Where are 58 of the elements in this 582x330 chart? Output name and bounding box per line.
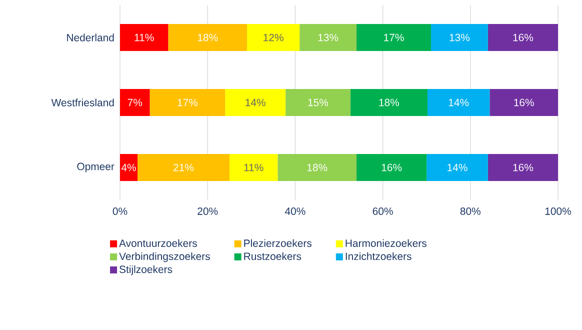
bar [150, 88, 226, 116]
data-label: 11% [244, 164, 264, 172]
legend-label: Stijlzoekers [120, 265, 172, 276]
data-label: 4% [121, 164, 136, 172]
bar [120, 154, 138, 181]
bar [356, 24, 431, 51]
legend-label: Harmoniezoekers [346, 239, 426, 247]
bar [300, 24, 357, 51]
data-label: 15% [308, 98, 328, 106]
bar [138, 154, 230, 181]
bar [230, 154, 278, 181]
bar [247, 24, 300, 51]
x-tick-label: 20% [198, 208, 218, 215]
data-label: 12% [264, 34, 284, 42]
bar [168, 24, 248, 51]
data-label: 18% [198, 34, 218, 42]
bar [286, 88, 350, 116]
data-label: 16% [382, 164, 402, 172]
data-label: 13% [318, 34, 338, 42]
bar [430, 24, 488, 51]
legend-label: Inzichtzoekers [346, 252, 412, 260]
x-tick-label: 40% [284, 208, 306, 215]
data-label: 14% [448, 164, 468, 172]
bar [350, 88, 428, 116]
data-label: 13% [450, 34, 470, 42]
y-tick-label: Opmeer [77, 162, 114, 172]
bar [426, 154, 488, 181]
data-label: 21% [174, 164, 194, 172]
bar [120, 24, 168, 51]
data-label: 14% [448, 98, 469, 106]
bar [488, 24, 558, 51]
bar [488, 154, 558, 181]
x-tick-label: 60% [372, 208, 393, 215]
data-label: 16% [513, 34, 534, 42]
legend-label: Rustzoekers [244, 252, 302, 260]
data-label: 16% [513, 164, 534, 172]
bar [120, 88, 150, 116]
data-label: 14% [246, 98, 266, 106]
legend-label: Verbindingszoekers [119, 252, 210, 262]
legend-label: Avontuurzoekers [119, 239, 197, 247]
data-label: 17% [384, 34, 404, 42]
data-label: 18% [379, 98, 400, 106]
data-label: 18% [307, 164, 328, 172]
bar [427, 88, 490, 116]
x-tick-label: 100% [545, 208, 571, 215]
data-label: 11% [134, 34, 154, 42]
bar [225, 88, 286, 116]
x-tick-label: 80% [460, 208, 480, 215]
bar [278, 154, 357, 181]
y-tick-label: Westfriesland [51, 98, 114, 106]
bar [490, 88, 558, 116]
y-tick-label: Nederland [67, 34, 114, 42]
data-label: 16% [514, 98, 534, 106]
bar [356, 154, 427, 181]
data-label: 17% [178, 98, 198, 106]
x-tick-label: 0% [112, 208, 128, 215]
data-label: 7% [128, 98, 142, 106]
legend-label: Plezierzoekers [244, 239, 312, 247]
